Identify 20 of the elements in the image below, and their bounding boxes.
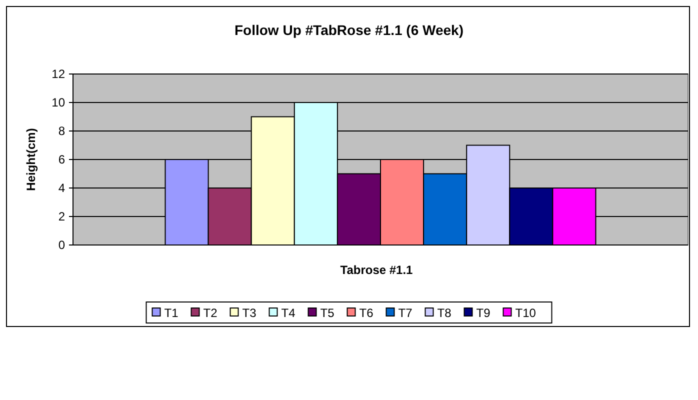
- legend-label: T1: [164, 306, 179, 320]
- legend-label: T7: [398, 306, 413, 320]
- legend-label: T6: [359, 306, 374, 320]
- legend-label: T3: [242, 306, 257, 320]
- y-tick-label: 6: [58, 152, 66, 167]
- legend-label: T10: [515, 306, 536, 320]
- legend-label: T4: [281, 306, 296, 320]
- legend-label: T2: [203, 306, 218, 320]
- x-axis-title: Tabrose #1.1: [340, 263, 414, 277]
- legend-label: T5: [320, 306, 335, 320]
- legend-label: T9: [476, 306, 491, 320]
- legend-label: T8: [437, 306, 452, 320]
- y-tick-label: 8: [58, 124, 66, 138]
- y-tick-label: 10: [52, 96, 66, 110]
- y-tick-label: 12: [52, 67, 66, 82]
- y-tick-label: 4: [58, 181, 66, 196]
- y-tick-label: 2: [58, 210, 66, 224]
- chart-title: Follow Up #TabRose #1.1 (6 Week): [234, 22, 464, 38]
- y-tick-label: 0: [58, 238, 66, 252]
- y-axis-title: Height(cm): [24, 128, 38, 191]
